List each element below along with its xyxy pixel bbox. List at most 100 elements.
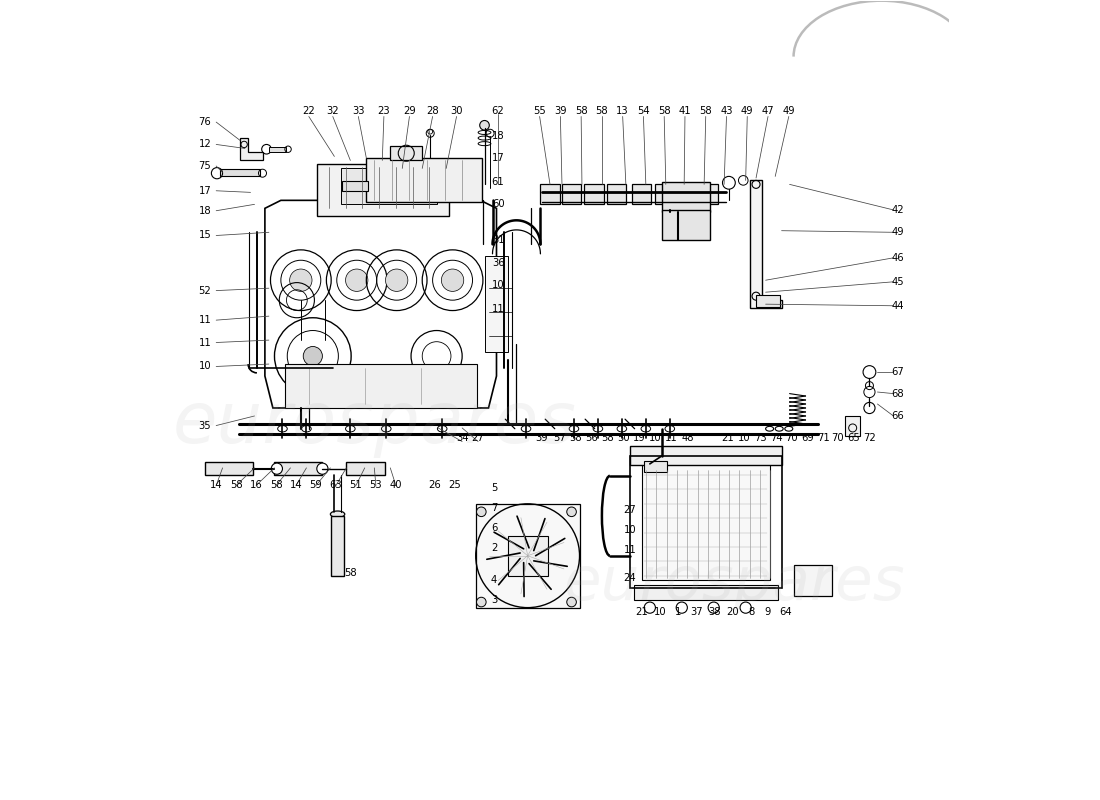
Text: 43: 43 [720, 106, 733, 116]
Text: 14: 14 [289, 481, 302, 490]
Bar [632, 184, 651, 204]
Text: 35: 35 [199, 421, 211, 430]
Text: 39: 39 [536, 433, 548, 442]
Text: 25: 25 [448, 481, 461, 490]
Text: 3: 3 [491, 594, 497, 605]
Text: 20: 20 [727, 606, 739, 617]
Text: 11: 11 [199, 315, 211, 325]
Circle shape [345, 269, 367, 291]
Text: 70: 70 [785, 433, 799, 442]
Bar [508, 536, 548, 576]
Text: 58: 58 [602, 433, 614, 442]
Circle shape [708, 602, 719, 614]
Bar [634, 586, 778, 600]
Text: 70: 70 [832, 433, 844, 442]
Polygon shape [265, 200, 496, 408]
Text: 13: 13 [616, 106, 629, 116]
Bar [205, 462, 253, 475]
Bar [645, 461, 667, 472]
Bar [366, 158, 482, 202]
Text: 58: 58 [230, 481, 242, 490]
Text: 2: 2 [491, 542, 497, 553]
Text: 26: 26 [428, 481, 441, 490]
Text: 58: 58 [700, 106, 712, 116]
Text: 61: 61 [492, 177, 505, 187]
Circle shape [740, 602, 751, 614]
Bar [268, 147, 286, 152]
Text: 75: 75 [199, 161, 211, 171]
Bar [275, 462, 322, 475]
Circle shape [289, 269, 312, 291]
Polygon shape [750, 180, 782, 308]
Text: 58: 58 [344, 568, 356, 578]
Ellipse shape [776, 426, 783, 431]
Ellipse shape [784, 426, 793, 431]
Text: 39: 39 [554, 106, 566, 116]
Text: 59: 59 [309, 481, 322, 490]
Bar [220, 170, 260, 176]
Circle shape [476, 507, 486, 517]
Text: 64: 64 [779, 606, 792, 617]
Text: 31: 31 [492, 235, 505, 246]
Text: 21: 21 [722, 433, 735, 442]
Text: eurospares: eurospares [563, 554, 904, 613]
Text: 58: 58 [569, 433, 582, 442]
Text: 48: 48 [681, 433, 694, 442]
Text: 28: 28 [427, 106, 439, 116]
Text: 22: 22 [302, 106, 316, 116]
Circle shape [480, 121, 490, 130]
Text: 11: 11 [624, 545, 636, 555]
Text: 58: 58 [658, 106, 671, 116]
Bar [562, 184, 581, 204]
Text: 58: 58 [575, 106, 587, 116]
Text: 37: 37 [690, 606, 703, 617]
Text: 10: 10 [738, 433, 750, 442]
Text: 44: 44 [891, 301, 903, 310]
Text: 17: 17 [199, 186, 211, 196]
Circle shape [519, 548, 536, 564]
Text: eurospares: eurospares [173, 390, 576, 458]
Text: 54: 54 [637, 106, 650, 116]
Text: 27: 27 [472, 433, 484, 442]
Text: 53: 53 [370, 481, 382, 490]
Text: 57: 57 [553, 433, 566, 442]
Text: 55: 55 [534, 106, 546, 116]
Text: 15: 15 [199, 230, 211, 241]
Polygon shape [240, 138, 263, 161]
Text: 36: 36 [492, 258, 505, 268]
Circle shape [566, 598, 576, 607]
Text: 62: 62 [492, 106, 505, 116]
Text: 11: 11 [492, 304, 505, 314]
Bar [793, 566, 832, 596]
Bar [662, 182, 710, 212]
Text: 67: 67 [891, 367, 904, 377]
Text: 16: 16 [250, 481, 263, 490]
Text: 68: 68 [891, 389, 904, 398]
Text: 38: 38 [708, 606, 720, 617]
Bar [475, 504, 580, 608]
Text: 63: 63 [330, 481, 342, 490]
Text: 17: 17 [492, 153, 505, 163]
Bar [285, 364, 476, 408]
Text: 66: 66 [891, 411, 904, 421]
Bar [346, 462, 385, 475]
Text: 7: 7 [491, 503, 497, 513]
Text: 4: 4 [491, 574, 497, 585]
Bar [662, 210, 710, 240]
Text: 10: 10 [624, 525, 636, 535]
Text: 69: 69 [802, 433, 814, 442]
Text: 56: 56 [585, 433, 598, 442]
Text: 33: 33 [352, 106, 364, 116]
Text: 5: 5 [491, 483, 497, 493]
Text: 10: 10 [492, 280, 505, 290]
Text: 30: 30 [450, 106, 463, 116]
Text: 52: 52 [199, 286, 211, 295]
Text: 60: 60 [492, 199, 505, 210]
Text: 73: 73 [754, 433, 767, 442]
Bar [756, 294, 780, 307]
Text: 10: 10 [649, 433, 662, 442]
Text: 40: 40 [389, 481, 403, 490]
Text: 58: 58 [595, 106, 608, 116]
Text: 41: 41 [679, 106, 691, 116]
Bar [846, 416, 860, 436]
